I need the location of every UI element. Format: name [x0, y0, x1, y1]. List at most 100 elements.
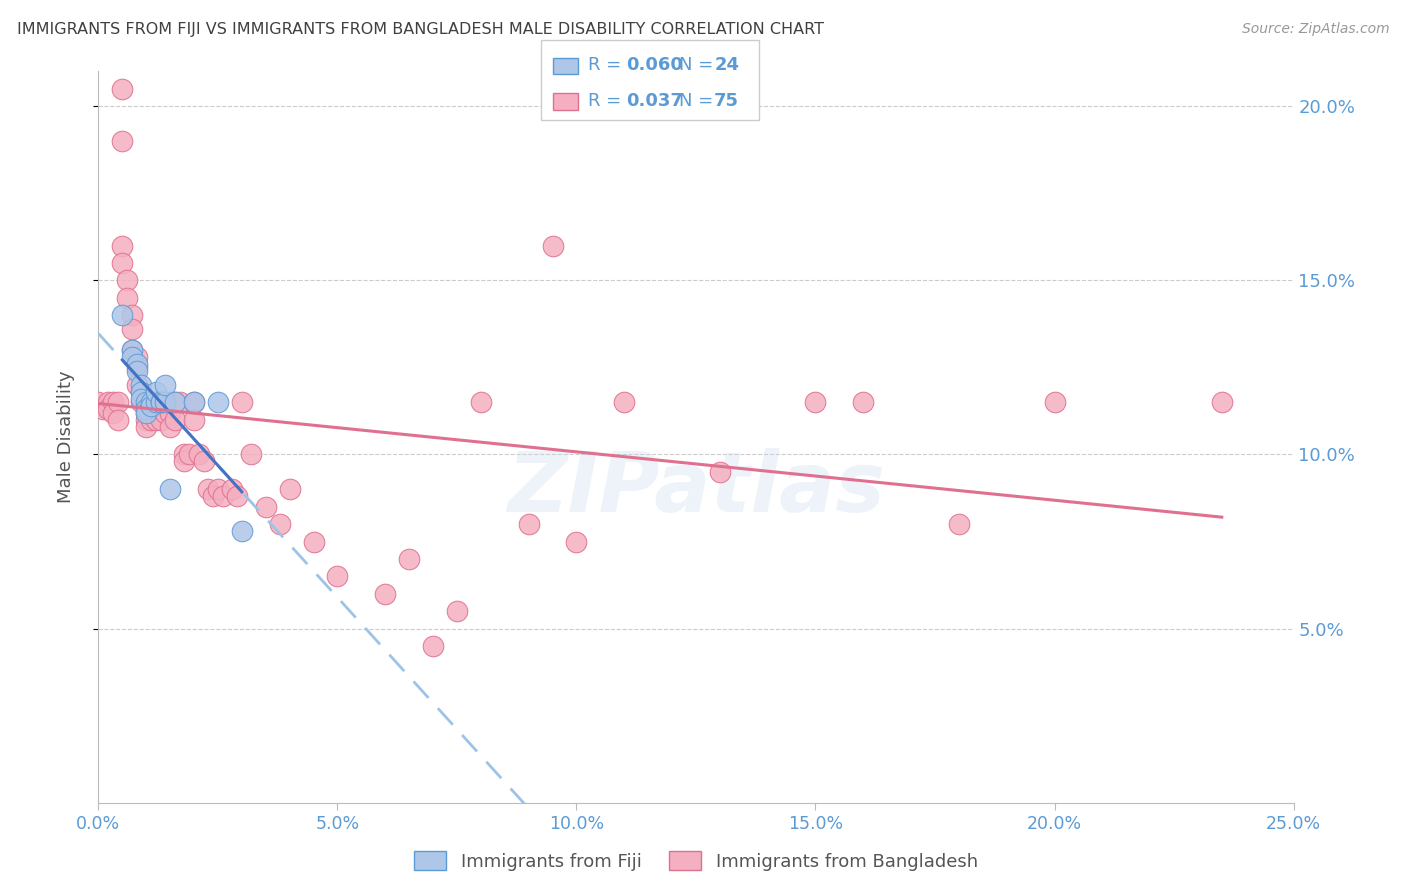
Point — [541, 238, 564, 252]
Point — [155, 395, 177, 409]
Point — [163, 412, 186, 426]
Point — [131, 392, 153, 406]
Point — [613, 395, 636, 409]
Text: 24: 24 — [714, 56, 740, 74]
Point — [139, 395, 162, 409]
Point — [121, 343, 143, 357]
Point — [173, 454, 195, 468]
Point — [269, 517, 291, 532]
Point — [97, 395, 120, 409]
Point — [326, 569, 349, 583]
Point — [159, 483, 181, 497]
Text: IMMIGRANTS FROM FIJI VS IMMIGRANTS FROM BANGLADESH MALE DISABILITY CORRELATION C: IMMIGRANTS FROM FIJI VS IMMIGRANTS FROM … — [17, 22, 824, 37]
Point — [131, 377, 153, 392]
Point — [135, 412, 157, 426]
Point — [163, 395, 186, 409]
Text: 0.060: 0.060 — [626, 56, 682, 74]
Point — [948, 517, 970, 532]
Point — [91, 402, 114, 417]
Point — [149, 395, 172, 409]
Point — [155, 406, 177, 420]
Point — [125, 357, 148, 371]
Text: Source: ZipAtlas.com: Source: ZipAtlas.com — [1241, 22, 1389, 37]
Point — [422, 639, 444, 653]
Point — [135, 406, 157, 420]
Point — [302, 534, 325, 549]
Point — [278, 483, 301, 497]
Text: 75: 75 — [714, 92, 740, 110]
Point — [207, 395, 229, 409]
Legend: Immigrants from Fiji, Immigrants from Bangladesh: Immigrants from Fiji, Immigrants from Ba… — [406, 844, 986, 878]
Point — [159, 406, 181, 420]
Point — [135, 406, 157, 420]
Point — [240, 448, 263, 462]
Point — [202, 489, 225, 503]
Point — [131, 384, 153, 399]
Point — [163, 395, 186, 409]
Point — [398, 552, 420, 566]
Point — [131, 384, 153, 399]
Point — [173, 448, 195, 462]
Point — [183, 395, 205, 409]
Point — [107, 395, 129, 409]
Point — [183, 395, 205, 409]
Point — [149, 395, 172, 409]
Point — [111, 308, 134, 322]
Point — [139, 395, 162, 409]
Point — [183, 412, 205, 426]
Point — [121, 308, 143, 322]
Point — [145, 384, 167, 399]
Point — [159, 395, 181, 409]
Point — [121, 343, 143, 357]
Point — [111, 238, 134, 252]
Point — [193, 454, 215, 468]
Point — [139, 412, 162, 426]
Point — [1043, 395, 1066, 409]
Point — [374, 587, 396, 601]
Text: 0.037: 0.037 — [626, 92, 682, 110]
Point — [131, 395, 153, 409]
Y-axis label: Male Disability: Male Disability — [56, 371, 75, 503]
Point — [145, 412, 167, 426]
Point — [197, 483, 219, 497]
Point — [169, 395, 191, 409]
Point — [115, 291, 138, 305]
Point — [207, 483, 229, 497]
Point — [135, 395, 157, 409]
Text: R =: R = — [588, 92, 627, 110]
Point — [121, 350, 143, 364]
Point — [121, 322, 143, 336]
Point — [231, 524, 253, 538]
Point — [111, 82, 134, 96]
Point — [145, 395, 167, 409]
Point — [135, 395, 157, 409]
Point — [135, 402, 157, 417]
Point — [149, 395, 172, 409]
Text: R =: R = — [588, 56, 627, 74]
Point — [111, 256, 134, 270]
Point — [125, 360, 148, 375]
Point — [101, 406, 124, 420]
Point — [155, 377, 177, 392]
Point — [159, 419, 181, 434]
Point — [179, 448, 201, 462]
Point — [97, 402, 120, 417]
Point — [155, 395, 177, 409]
Point — [149, 412, 172, 426]
Point — [804, 395, 827, 409]
Point — [565, 534, 588, 549]
Point — [125, 364, 148, 378]
Point — [709, 465, 731, 479]
Point — [852, 395, 875, 409]
Point — [101, 395, 124, 409]
Point — [221, 483, 243, 497]
Point — [145, 395, 167, 409]
Point — [187, 448, 209, 462]
Text: ZIPatlas: ZIPatlas — [508, 448, 884, 529]
Point — [125, 377, 148, 392]
Point — [1211, 395, 1233, 409]
Point — [135, 419, 157, 434]
Point — [125, 350, 148, 364]
Point — [254, 500, 277, 514]
Point — [446, 604, 468, 618]
